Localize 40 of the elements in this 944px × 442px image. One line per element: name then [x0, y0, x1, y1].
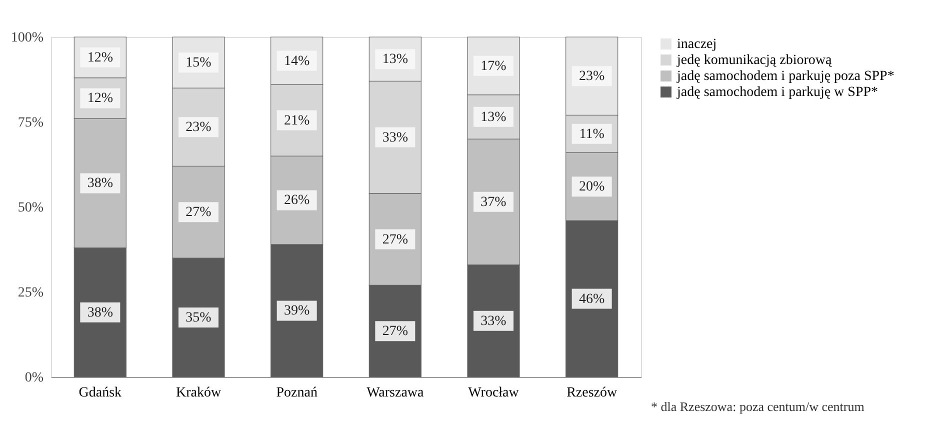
x-tick-label: Warszawa [366, 386, 425, 400]
data-label: 33% [480, 314, 507, 329]
x-tick-label: Kraków [176, 386, 222, 400]
data-label: 17% [480, 58, 507, 74]
data-label: 37% [480, 194, 507, 210]
data-label: 12% [87, 50, 114, 66]
data-label: 35% [186, 310, 212, 326]
data-label: 15% [186, 56, 212, 70]
y-tick-label: 75% [18, 116, 44, 130]
legend-label: jedę komunikacją zbiorową [676, 53, 833, 68]
data-label: 38% [87, 305, 114, 320]
data-label: 46% [578, 292, 605, 307]
data-label: 11% [579, 126, 605, 142]
legend-label: inaczej [677, 37, 717, 52]
y-tick-label: 50% [18, 200, 44, 216]
x-tick-label: Wrocław [468, 386, 520, 400]
y-tick-label: 0% [24, 370, 44, 386]
data-label: 13% [382, 52, 408, 68]
data-label: 27% [382, 324, 408, 340]
y-tick-label: 100% [10, 30, 44, 46]
data-label: 33% [382, 130, 408, 146]
data-label: 38% [87, 176, 114, 192]
data-label: 27% [186, 205, 212, 220]
x-tick-label: Rzeszów [566, 386, 618, 400]
y-tick-label: 25% [18, 286, 44, 300]
x-tick-label: Poznań [276, 386, 318, 400]
data-label: 23% [186, 120, 212, 136]
text: * dla Rzeszowa: poza centum/w centrum [651, 399, 864, 414]
data-label: 39% [284, 304, 310, 319]
data-label: 26% [284, 193, 310, 208]
x-tick-label: Gdańsk [78, 386, 122, 400]
data-label: 12% [87, 91, 114, 106]
data-label: 27% [382, 232, 408, 248]
data-label: 14% [284, 54, 310, 69]
data-label: 21% [284, 113, 310, 128]
legend-label: jadę samochodem i parkuję poza SPP* [676, 69, 894, 84]
data-label: 23% [578, 69, 605, 84]
data-label: 13% [480, 110, 507, 125]
data-label: 20% [578, 180, 605, 195]
legend-label: jadę samochodem i parkuję w SPP* [676, 85, 878, 100]
